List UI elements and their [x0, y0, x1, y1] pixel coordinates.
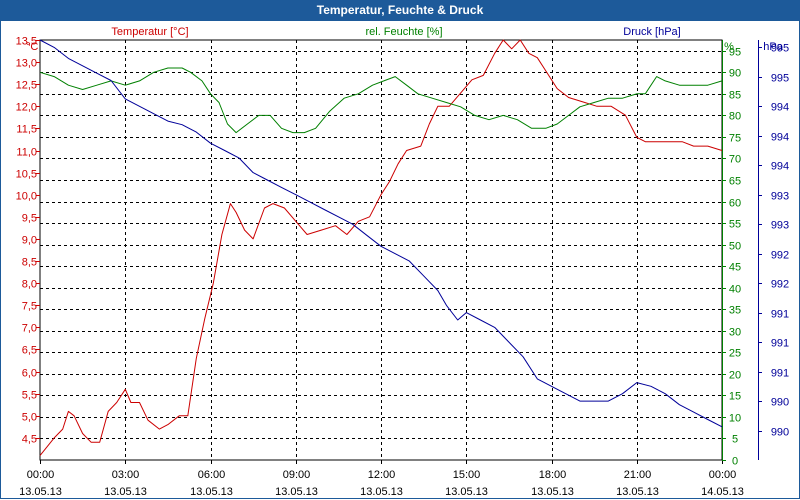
temperature-tick-label: 8,0	[22, 279, 37, 291]
x-tick-date: 13.05.13	[616, 486, 659, 498]
temperature-tick-label: 12,5	[16, 80, 37, 92]
humidity-tick-label: 10	[729, 413, 741, 425]
x-tick-date: 13.05.13	[104, 486, 147, 498]
x-tick-date: 13.05.13	[275, 486, 318, 498]
axes	[36, 39, 762, 464]
x-tick-time: 03:00	[112, 469, 140, 481]
pressure-tick-label: 993	[771, 191, 789, 203]
x-tick-time: 15:00	[453, 469, 481, 481]
x-tick-date: 13.05.13	[445, 486, 488, 498]
temperature-tick-label: 7,5	[22, 301, 37, 313]
temperature-tick-label: 5,5	[22, 390, 37, 402]
humidity-tick-label: 65	[729, 176, 741, 188]
chart-title: Temperatur, Feuchte & Druck	[0, 0, 800, 21]
pressure-series-line	[39, 39, 723, 428]
x-tick-time: 12:00	[368, 469, 396, 481]
humidity-tick-label: 40	[729, 284, 741, 296]
temperature-tick-label: 11,0	[16, 147, 37, 159]
pressure-tick-label: 994	[771, 132, 789, 144]
humidity-tick-label: 20	[729, 370, 741, 382]
pressure-tick-label: 992	[771, 250, 789, 262]
x-tick-time: 00:00	[709, 469, 737, 481]
grid	[40, 40, 722, 460]
humidity-tick-label: 35	[729, 305, 741, 317]
temperature-tick-label: 9,0	[22, 235, 37, 247]
temperature-tick-label: 10,0	[16, 191, 37, 203]
humidity-tick-label: 95	[729, 47, 741, 59]
axis-labels: 00:00 13.05.13 03:00 13.05.13 06:00 13.05.13 0…	[16, 26, 790, 498]
x-tick-date: 14.05.13	[701, 486, 744, 498]
humidity-tick-label: 70	[729, 154, 741, 166]
humidity-tick-label: 55	[729, 219, 741, 231]
humidity-tick-label: 0	[732, 456, 738, 468]
pressure-tick-label: 991	[771, 338, 789, 350]
temperature-unit: °C	[26, 41, 38, 53]
x-tick-time: 06:00	[198, 469, 226, 481]
temperature-tick-label: 4,5	[22, 434, 37, 446]
x-tick-date: 13.05.13	[190, 486, 233, 498]
temperature-tick-label: 6,5	[22, 345, 37, 357]
x-tick-date: 13.05.13	[531, 486, 574, 498]
humidity-tick-label: 90	[729, 68, 741, 80]
temperature-tick-label: 11,5	[16, 124, 37, 136]
x-tick-time: 18:00	[539, 469, 567, 481]
x-tick-date: 13.05.13	[360, 486, 403, 498]
x-tick-time: 21:00	[624, 469, 652, 481]
series-lines	[39, 39, 723, 456]
humidity-tick-label: 85	[729, 90, 741, 102]
pressure-tick-label: 991	[771, 309, 789, 321]
x-tick-time: 09:00	[283, 469, 311, 481]
x-tick-time: 00:00	[27, 469, 55, 481]
humidity-tick-label: 25	[729, 348, 741, 360]
humidity-tick-label: 45	[729, 262, 741, 274]
temperature-tick-label: 7,0	[22, 323, 37, 335]
humidity-tick-label: 60	[729, 198, 741, 210]
humidity-axis-label: rel. Feuchte [%]	[365, 26, 442, 38]
humidity-tick-label: 50	[729, 241, 741, 253]
humidity-tick-label: 30	[729, 327, 741, 339]
temperature-tick-label: 13,0	[16, 58, 37, 70]
temperature-tick-label: 6,0	[22, 368, 37, 380]
temperature-tick-label: 9,5	[22, 213, 37, 225]
pressure-tick-label: 992	[771, 279, 789, 291]
humidity-tick-label: 75	[729, 133, 741, 145]
pressure-unit: hPa	[763, 41, 783, 53]
temperature-tick-label: 8,5	[22, 257, 37, 269]
pressure-tick-label: 991	[771, 368, 789, 380]
pressure-tick-label: 995	[771, 73, 789, 85]
pressure-tick-label: 990	[771, 427, 789, 439]
humidity-tick-label: 15	[729, 391, 741, 403]
pressure-axis-label: Druck [hPa]	[623, 26, 680, 38]
x-tick-date: 13.05.13	[19, 486, 62, 498]
pressure-tick-label: 994	[771, 102, 789, 114]
temperature-tick-label: 10,5	[16, 169, 37, 181]
humidity-tick-label: 80	[729, 111, 741, 123]
pressure-tick-label: 990	[771, 397, 789, 409]
temperature-tick-label: 5,0	[22, 412, 37, 424]
pressure-tick-label: 995	[771, 43, 789, 55]
temperature-axis-label: Temperatur [°C]	[111, 26, 188, 38]
temperature-series-line	[39, 39, 723, 456]
humidity-tick-label: 5	[732, 434, 738, 446]
temperature-tick-label: 13,5	[16, 36, 37, 48]
temperature-tick-label: 12,0	[16, 102, 37, 114]
pressure-tick-label: 994	[771, 161, 789, 173]
humidity-series-line	[39, 67, 723, 134]
humidity-unit: %	[724, 41, 734, 53]
pressure-tick-label: 993	[771, 220, 789, 232]
